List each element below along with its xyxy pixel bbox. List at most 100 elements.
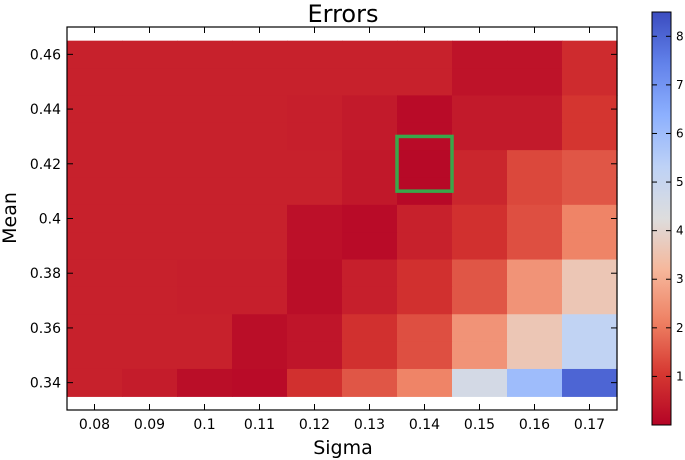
heatmap-cell [232, 204, 288, 233]
heatmap-cell [342, 259, 398, 288]
heatmap-cell [177, 177, 233, 206]
heatmap-cell [342, 232, 398, 261]
heatmap-cell [232, 341, 288, 370]
heatmap-cell [342, 368, 398, 397]
heatmap-cell [122, 341, 178, 370]
y-tick-label: 0.38 [30, 266, 61, 282]
heatmap-cell [452, 341, 508, 370]
chart-title: Errors [307, 0, 378, 28]
heatmap-cell [67, 122, 123, 151]
heatmap-cell [67, 68, 123, 96]
x-tick-label: 0.13 [354, 417, 385, 433]
y-tick-label: 0.44 [30, 102, 61, 118]
heatmap-cell [452, 122, 508, 151]
heatmap-cell [122, 204, 178, 233]
heatmap-cell [122, 368, 178, 397]
heatmap-cell [342, 150, 398, 179]
heatmap-cell [397, 95, 453, 124]
colorbar-tick-label: 4 [676, 224, 684, 238]
heatmap-cell [397, 232, 453, 261]
x-tick-label: 0.11 [244, 417, 275, 433]
x-tick-label: 0.17 [574, 417, 605, 433]
colorbar: 1 2 3 4 5 6 7 8 [651, 11, 684, 426]
heatmap-cell [287, 314, 343, 343]
heatmap-cell [287, 341, 343, 370]
highlight-box [395, 134, 454, 193]
heatmap-cell [452, 259, 508, 288]
x-axis-ticks: 0.08 0.09 0.1 0.11 0.12 0.13 0.14 0.15 0.16 0.17 [79, 27, 605, 433]
heatmap-cell [122, 40, 178, 69]
heatmap-cell [67, 177, 123, 206]
heatmap-cell [562, 95, 618, 124]
heatmap-cell [397, 150, 453, 179]
heatmap-cell [452, 204, 508, 233]
heatmap-cell [562, 68, 618, 96]
heatmap-cell [232, 232, 288, 261]
heatmap-cell [287, 286, 343, 315]
heatmap-cell [562, 40, 618, 69]
heatmap-cell [452, 368, 508, 397]
heatmap-cell [507, 177, 563, 206]
heatmap-cell [562, 286, 618, 315]
y-axis-ticks: 0.34 0.36 0.38 0.4 0.42 0.44 0.46 [30, 47, 617, 392]
heatmap-cells [67, 40, 618, 397]
heatmap-cell [452, 314, 508, 343]
heatmap-cell [287, 368, 343, 397]
heatmap-cell [232, 259, 288, 288]
heatmap-cell [507, 368, 563, 397]
heatmap-cell [122, 314, 178, 343]
heatmap-cell [507, 232, 563, 261]
heatmap-cell [562, 368, 618, 397]
colorbar-tick-label: 8 [676, 29, 684, 43]
heatmap-cell [397, 314, 453, 343]
heatmap-cell [67, 95, 123, 124]
heatmap-cell [287, 150, 343, 179]
heatmap-cell [507, 204, 563, 233]
heatmap-cell [122, 232, 178, 261]
heatmap-cell [122, 177, 178, 206]
heatmap-cell [287, 68, 343, 96]
heatmap-cell [397, 259, 453, 288]
heatmap-cell [67, 314, 123, 343]
heatmap-cell [122, 150, 178, 179]
heatmap-cell [177, 368, 233, 397]
heatmap-cell [177, 204, 233, 233]
heatmap-cell [122, 286, 178, 315]
heatmap-cell [67, 259, 123, 288]
heatmap-cell [562, 150, 618, 179]
heatmap-cell [177, 150, 233, 179]
x-axis-label: Sigma [313, 437, 373, 459]
x-tick-label: 0.15 [464, 417, 495, 433]
heatmap-cell [397, 341, 453, 370]
x-tick-label: 0.1 [193, 417, 215, 433]
heatmap-cell [507, 259, 563, 288]
heatmap-cell [452, 177, 508, 206]
heatmap-cell [452, 232, 508, 261]
heatmap-cell [452, 150, 508, 179]
highlight-layer [395, 134, 454, 193]
heatmap-cell [562, 204, 618, 233]
heatmap-cell [122, 68, 178, 96]
heatmap-cell [177, 95, 233, 124]
heatmap-cell [67, 368, 123, 397]
heatmap-cell [452, 95, 508, 124]
heatmap-cell [507, 314, 563, 343]
heatmap-cell [397, 286, 453, 315]
heatmap-cell [507, 68, 563, 96]
heatmap-cell [232, 68, 288, 96]
heatmap-cell [562, 122, 618, 151]
colorbar-gradient [651, 11, 672, 426]
heatmap-cell [177, 122, 233, 151]
heatmap-cell [67, 286, 123, 315]
colorbar-tick-label: 1 [676, 369, 684, 383]
heatmap-cell [507, 341, 563, 370]
colorbar-tick-label: 2 [676, 321, 684, 335]
heatmap-cell [397, 204, 453, 233]
heatmap-cell [177, 314, 233, 343]
heatmap-cell [342, 204, 398, 233]
y-tick-label: 0.4 [39, 212, 61, 228]
heatmap-cell [232, 150, 288, 179]
colorbar-tick-label: 3 [676, 272, 684, 286]
heatmap-cell [177, 286, 233, 315]
y-axis-label: Mean [0, 192, 21, 244]
